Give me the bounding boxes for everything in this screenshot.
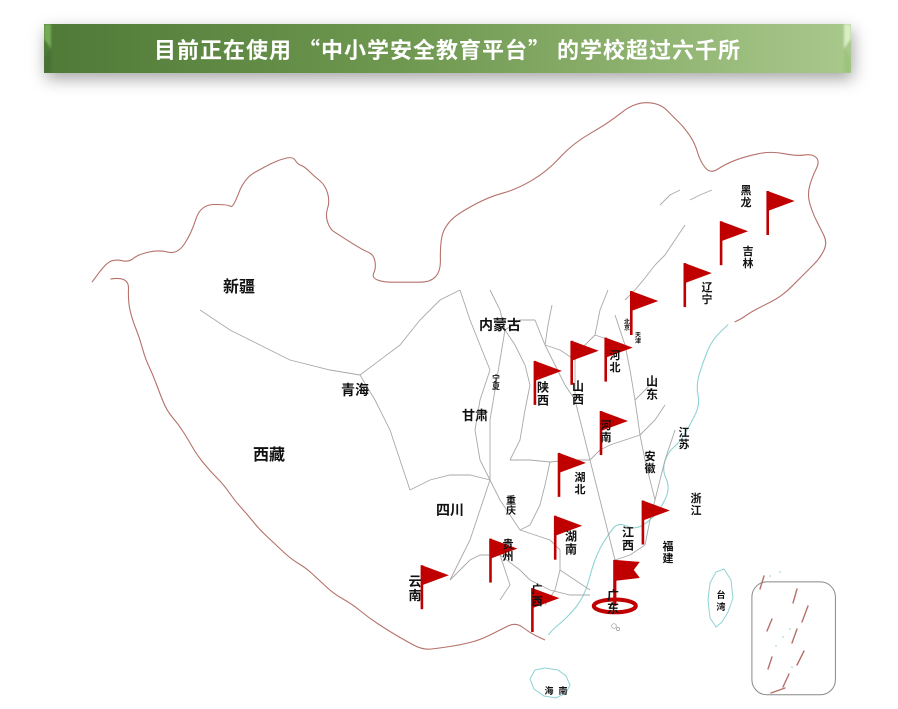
svg-text:西: 西 xyxy=(622,536,634,553)
svg-text:内蒙古: 内蒙古 xyxy=(479,315,521,335)
svg-text:苏: 苏 xyxy=(679,436,690,452)
svg-text:东: 东 xyxy=(646,385,658,402)
svg-text:宁: 宁 xyxy=(702,291,713,307)
svg-text:甘肃: 甘肃 xyxy=(462,405,488,424)
svg-text:州: 州 xyxy=(503,548,514,564)
svg-text:西: 西 xyxy=(537,391,549,408)
svg-text:东: 东 xyxy=(607,599,619,616)
svg-text:北: 北 xyxy=(575,481,586,497)
svg-text:南: 南 xyxy=(601,429,612,445)
svg-text:南: 南 xyxy=(558,684,567,697)
svg-text:青海: 青海 xyxy=(341,380,369,400)
svg-text:北: 北 xyxy=(610,359,621,375)
svg-text:西: 西 xyxy=(532,593,543,609)
svg-text:新疆: 新疆 xyxy=(223,273,255,297)
svg-text:海: 海 xyxy=(544,684,553,697)
svg-text:南: 南 xyxy=(408,585,421,604)
svg-text:建: 建 xyxy=(663,550,674,566)
svg-text:南: 南 xyxy=(565,540,577,557)
svg-text:四川: 四川 xyxy=(436,500,464,520)
svg-text:西藏: 西藏 xyxy=(253,441,285,465)
svg-text:京: 京 xyxy=(624,323,630,332)
svg-text:龙: 龙 xyxy=(741,194,752,210)
svg-text:津: 津 xyxy=(635,336,641,345)
svg-text:徽: 徽 xyxy=(645,460,656,476)
svg-text:夏: 夏 xyxy=(492,381,500,392)
svg-text:湾: 湾 xyxy=(716,600,725,613)
svg-text:西: 西 xyxy=(572,390,584,407)
svg-text:江: 江 xyxy=(691,502,702,518)
svg-text:庆: 庆 xyxy=(506,502,516,517)
svg-text:林: 林 xyxy=(743,255,754,271)
